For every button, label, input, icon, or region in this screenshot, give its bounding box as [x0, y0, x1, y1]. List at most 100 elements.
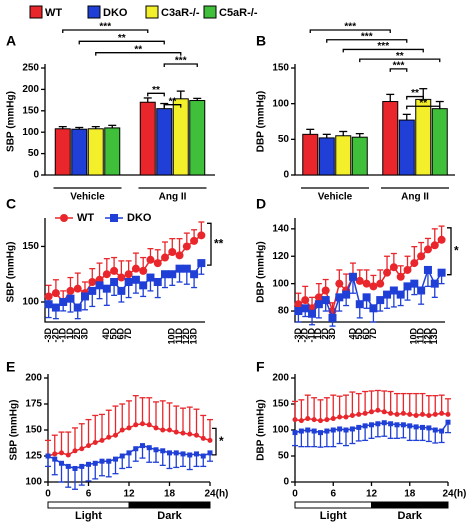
point	[81, 292, 89, 301]
point	[168, 248, 177, 256]
x-tick-label: -1D	[58, 328, 68, 343]
point	[318, 430, 323, 436]
point	[314, 300, 323, 309]
point	[356, 424, 362, 430]
point	[139, 266, 148, 275]
point	[355, 300, 364, 309]
point	[92, 439, 98, 445]
point	[102, 284, 111, 293]
point	[153, 447, 159, 453]
point	[305, 427, 311, 433]
point	[388, 410, 394, 416]
point	[348, 272, 357, 281]
legend-marker	[110, 214, 118, 222]
point	[432, 411, 438, 417]
point	[305, 416, 311, 422]
point	[168, 270, 177, 279]
x-tick-label: 18	[404, 489, 416, 500]
point	[173, 429, 179, 435]
x-tick-label: 5D	[354, 328, 364, 340]
point	[190, 236, 199, 245]
y-tick-label: 0	[33, 170, 39, 181]
point	[314, 293, 323, 302]
significance-label: **	[134, 44, 142, 55]
point	[146, 422, 152, 428]
point	[308, 309, 317, 318]
significance-bracket	[163, 63, 198, 67]
legend-label: WT	[77, 212, 94, 224]
x-tick-label: 2D	[320, 328, 330, 340]
x-tick-label: 11D	[174, 328, 184, 345]
point	[301, 304, 310, 313]
legend-swatch	[29, 5, 43, 19]
point	[207, 450, 213, 456]
point	[52, 456, 58, 462]
point	[335, 279, 344, 288]
point	[175, 264, 184, 273]
x-tick-label: -2D	[50, 328, 60, 343]
point	[437, 268, 446, 277]
point	[51, 303, 60, 312]
point	[298, 418, 304, 424]
point	[200, 435, 206, 441]
point	[160, 448, 166, 454]
point	[126, 425, 132, 431]
x-tick-label: 10D	[409, 328, 419, 345]
bar	[302, 133, 319, 176]
point	[343, 427, 349, 433]
point	[187, 431, 193, 437]
significance-label: **	[419, 98, 427, 109]
x-tick-label: 2D	[72, 328, 82, 340]
bar	[335, 135, 352, 176]
legend-label: C3aR-/-	[161, 7, 200, 19]
point	[102, 270, 111, 279]
point	[349, 412, 355, 418]
point	[389, 263, 398, 272]
point	[342, 290, 351, 299]
point	[369, 304, 378, 313]
significance-label: **	[214, 236, 224, 250]
point	[146, 445, 152, 451]
point	[194, 432, 199, 438]
point	[140, 421, 145, 427]
point	[413, 412, 419, 418]
x-tick-label: 12	[366, 489, 378, 500]
point	[311, 428, 317, 434]
point	[161, 253, 169, 262]
point	[413, 424, 419, 430]
x-tick-label: Vehicle	[318, 192, 353, 203]
point	[335, 293, 344, 302]
y-tick-label: 100	[22, 127, 39, 138]
point	[133, 446, 139, 452]
legend-label: DKO	[127, 212, 152, 224]
significance-bracket	[95, 52, 182, 56]
point	[153, 259, 162, 268]
point	[343, 414, 349, 420]
legend-label: DKO	[103, 7, 128, 19]
period-label: Light	[75, 510, 102, 522]
significance-label: **	[411, 88, 419, 99]
point	[394, 411, 400, 417]
point	[375, 407, 381, 413]
x-tick-label: 6	[330, 489, 336, 500]
significance-label: **	[118, 33, 126, 44]
significance-bracket	[62, 29, 149, 33]
point	[88, 278, 97, 286]
legend-marker	[60, 214, 68, 222]
y-tick-label: 150	[272, 399, 289, 410]
point	[439, 428, 445, 434]
point	[437, 235, 446, 244]
point	[375, 421, 381, 427]
x-tick-label: 6D	[361, 328, 371, 340]
significance-label: ***	[361, 31, 373, 42]
x-tick-label: 12D	[422, 328, 432, 345]
axis	[44, 218, 205, 323]
bar	[87, 128, 104, 176]
point	[381, 420, 387, 426]
period-bar	[371, 501, 449, 509]
point	[423, 265, 432, 274]
significance-bracket	[359, 58, 441, 63]
point	[59, 298, 68, 306]
point	[403, 265, 412, 274]
x-axis-label: (h)	[216, 489, 229, 500]
